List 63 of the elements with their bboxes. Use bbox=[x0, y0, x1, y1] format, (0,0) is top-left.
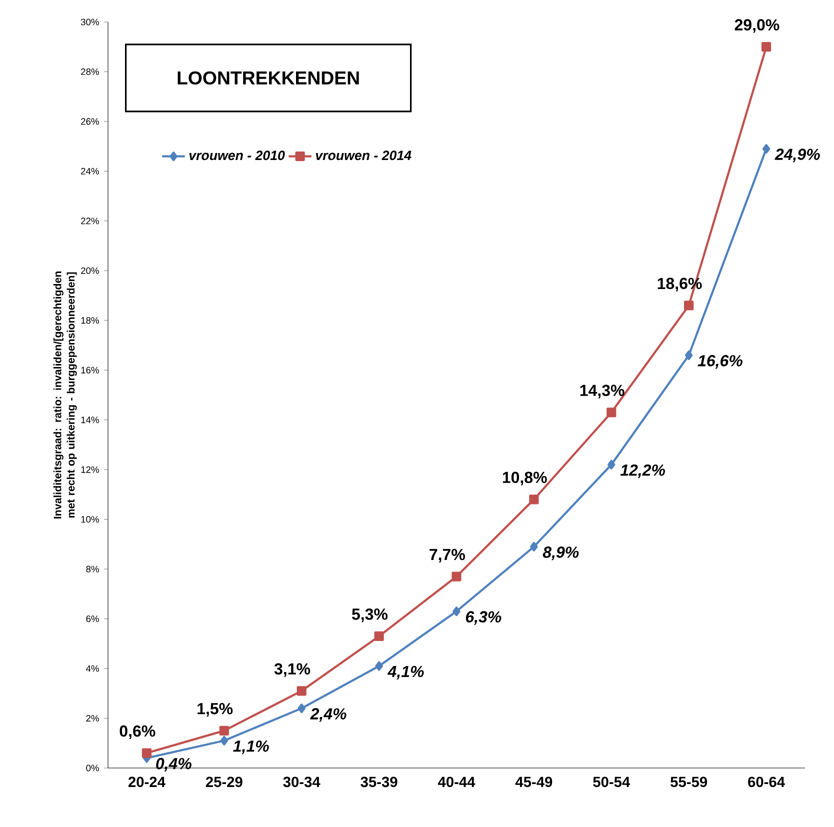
x-tick-label: 55-59 bbox=[670, 776, 708, 788]
x-tick-label: 60-64 bbox=[748, 776, 785, 788]
y-tick-label: 2% bbox=[86, 714, 99, 722]
y-tick-label: 16% bbox=[81, 366, 99, 374]
y-tick-label: 12% bbox=[81, 466, 99, 473]
legend-label: vrouwen - 2014 bbox=[316, 150, 412, 160]
data-label: 29,0% bbox=[734, 19, 780, 33]
y-tick-label: 30% bbox=[80, 18, 99, 26]
point bbox=[374, 631, 384, 642]
data-label: 7,7% bbox=[430, 548, 465, 562]
x-tick-label: 50-54 bbox=[593, 776, 630, 788]
y-tick-label: 22% bbox=[81, 218, 99, 224]
data-label: 24,9% bbox=[774, 148, 820, 162]
point bbox=[220, 736, 228, 746]
point bbox=[606, 408, 616, 418]
y-tick-label: 0% bbox=[86, 764, 99, 772]
point bbox=[452, 572, 462, 582]
y-tick-label: 18% bbox=[81, 317, 99, 324]
x-tick-label: 45-49 bbox=[515, 776, 552, 788]
text: LOONTREKKENDEN bbox=[178, 71, 359, 85]
y-tick-label: 4% bbox=[86, 665, 99, 672]
point bbox=[684, 350, 693, 360]
x-tick-label: 20-24 bbox=[128, 776, 166, 788]
data-label: 5,3% bbox=[352, 608, 388, 622]
data-label: 8,9% bbox=[542, 546, 579, 560]
x-tick-label: 30-34 bbox=[283, 776, 320, 788]
point bbox=[296, 686, 306, 696]
y-axis-title: Invaliditeitsgraad: ratio: invaliden/[gerechtigden met recht op uitkering - burggepensionneerden] bbox=[53, 271, 77, 518]
data-label: 12,2% bbox=[620, 464, 666, 478]
x-tick-label: 40-44 bbox=[438, 776, 476, 788]
data-label: 0,6% bbox=[120, 725, 156, 740]
data-label: 1,1% bbox=[233, 740, 269, 754]
point bbox=[375, 661, 383, 671]
point bbox=[761, 42, 772, 52]
data-label: 4,1% bbox=[388, 666, 424, 680]
x-tick-label: 35-39 bbox=[360, 776, 398, 788]
y-tick-label: 14% bbox=[81, 416, 99, 424]
point bbox=[530, 542, 538, 552]
y-tick-label: 8% bbox=[86, 566, 99, 572]
data-label: 14,3% bbox=[580, 384, 624, 398]
point bbox=[762, 144, 770, 154]
y-tick-label: 28% bbox=[81, 68, 99, 76]
point bbox=[529, 494, 539, 504]
point bbox=[452, 606, 460, 616]
point bbox=[142, 748, 152, 758]
y-tick-label: 24% bbox=[81, 168, 99, 174]
y-tick-label: 20% bbox=[81, 267, 99, 274]
point bbox=[298, 704, 306, 714]
point bbox=[219, 726, 229, 736]
data-label: 2,4% bbox=[310, 708, 346, 722]
y-tick-label: 10% bbox=[81, 516, 99, 523]
data-label: 16,6% bbox=[698, 355, 742, 369]
data-label: 1,5% bbox=[198, 703, 233, 717]
point bbox=[684, 300, 694, 310]
point bbox=[608, 460, 616, 470]
y-tick-label: 26% bbox=[81, 118, 99, 125]
data-label: 0,4% bbox=[156, 758, 192, 772]
x-tick-label: 25-29 bbox=[206, 776, 242, 788]
data-label: 10,8% bbox=[502, 472, 547, 486]
y-tick-label: 6% bbox=[86, 616, 99, 622]
data-label: 6,3% bbox=[466, 611, 502, 625]
legend-label: vrouwen - 2010 bbox=[189, 150, 285, 160]
data-label: 3,1% bbox=[274, 663, 310, 677]
